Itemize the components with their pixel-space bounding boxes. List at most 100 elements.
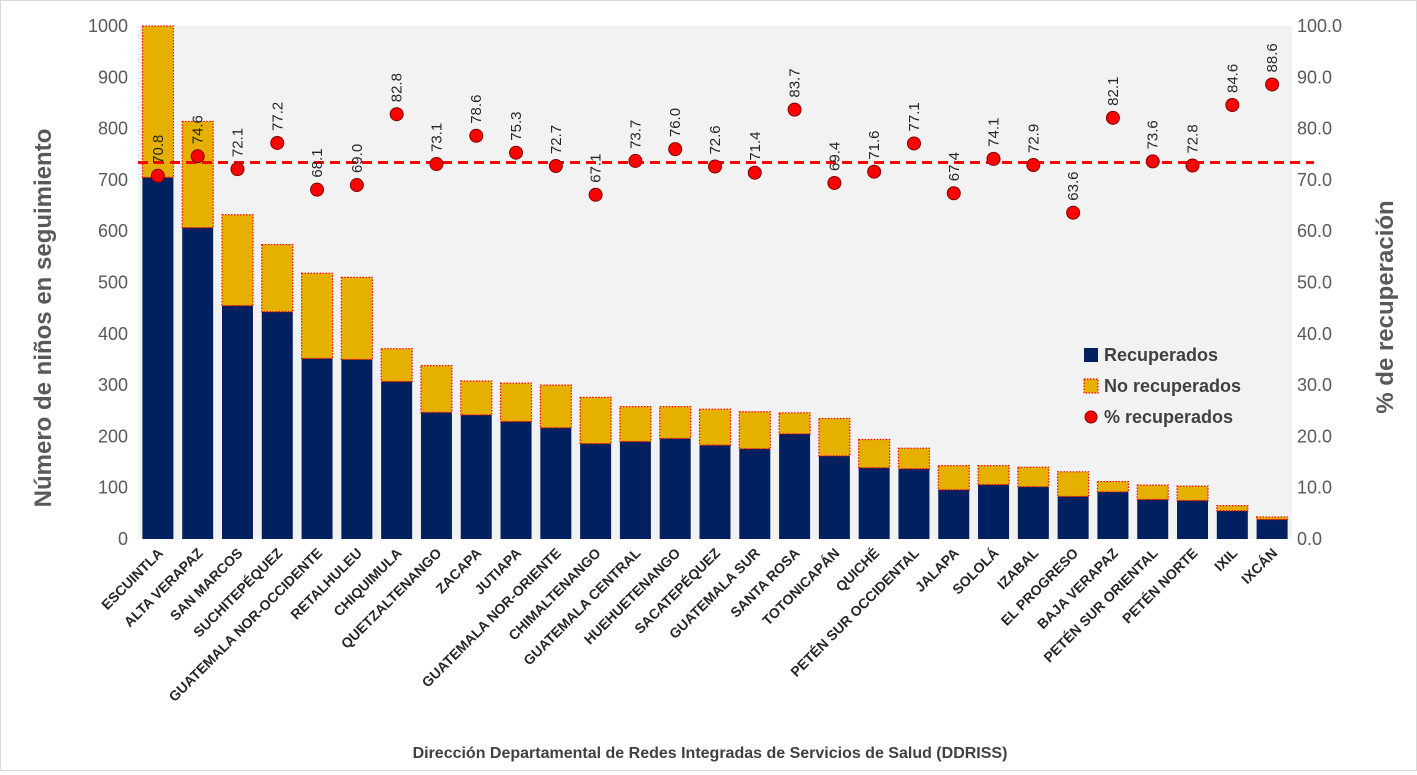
data-label: 76.0 (667, 108, 684, 137)
percent-point (1185, 158, 1200, 173)
data-label: 74.6 (190, 115, 207, 144)
y2-axis-ticks: 0.0 10.0 20.0 30.0 40.0 50.0 60.0 70.0 80.0 90.0 1… (1297, 16, 1342, 549)
bar-recuperados (898, 468, 930, 539)
percent-point (469, 128, 484, 143)
bar-recuperados (1216, 510, 1248, 539)
bar-no-recuperados (1017, 466, 1050, 488)
x-axis-title: Dirección Departamental de Redes Integra… (413, 745, 1008, 762)
bar-no-recuperados (420, 365, 453, 413)
data-label: 77.2 (269, 102, 286, 131)
percent-point (548, 159, 563, 174)
percent-point (349, 178, 364, 193)
data-label: 72.7 (548, 125, 565, 154)
legend-label: % recuperados (1104, 407, 1233, 427)
legend-label: No recuperados (1104, 376, 1241, 396)
bar-no-recuperados (858, 438, 891, 469)
bar-recuperados (938, 489, 970, 539)
percent-point (986, 151, 1001, 166)
bar-no-recuperados (141, 25, 174, 178)
y-tick-label: 800 (98, 119, 128, 139)
percent-point (1145, 154, 1160, 169)
bar-recuperados (1137, 499, 1169, 539)
y-tick-label: 1000 (88, 16, 128, 36)
percent-point (509, 145, 524, 160)
percent-point (906, 136, 921, 151)
percent-point (1105, 110, 1120, 125)
bar-recuperados (699, 445, 731, 539)
data-label: 73.6 (1145, 120, 1162, 149)
y-tick-label: 300 (98, 375, 128, 395)
data-labels: 70.8 74.6 72.1 77.2 68.1 69.0 82.8 73.1 78.6 75.3… (150, 43, 1281, 200)
bar-recuperados (540, 427, 572, 539)
bars (141, 25, 1289, 539)
bar-no-recuperados (300, 272, 334, 360)
data-label: 84.6 (1224, 64, 1241, 93)
bar-recuperados (341, 359, 373, 539)
bar-no-recuperados (181, 120, 214, 229)
bar-recuperados (221, 305, 253, 539)
bar-no-recuperados (1176, 485, 1209, 502)
data-label: 67.4 (946, 152, 963, 181)
bar-recuperados (818, 455, 850, 539)
bar-no-recuperados (1136, 484, 1169, 501)
bar-no-recuperados (221, 214, 254, 307)
bar-no-recuperados (539, 384, 572, 429)
legend-swatch-percent (1084, 410, 1098, 424)
bar-recuperados (182, 227, 214, 539)
bar-recuperados (460, 414, 492, 539)
bar-recuperados (1097, 491, 1129, 539)
bar-recuperados (580, 443, 612, 539)
percent-point (946, 186, 961, 201)
y2-axis-title: % de recuperación (1372, 200, 1399, 413)
percent-point (827, 175, 842, 190)
y-tick-label: 100 (98, 478, 128, 498)
data-label: 88.6 (1264, 43, 1281, 72)
data-label: 82.8 (389, 73, 406, 102)
y-tick-label: 900 (98, 67, 128, 87)
y2-tick-label: 80.0 (1297, 119, 1332, 139)
bar-no-recuperados (698, 408, 732, 446)
bar-recuperados (420, 412, 452, 539)
bar-no-recuperados (340, 276, 373, 361)
y2-tick-label: 30.0 (1297, 375, 1332, 395)
percent-point (747, 165, 762, 180)
bar-no-recuperados (977, 465, 1010, 486)
bar-recuperados (619, 441, 651, 539)
percent-point (1026, 158, 1041, 173)
data-label: 71.4 (747, 132, 764, 161)
y-tick-label: 700 (98, 170, 128, 190)
legend-label: Recuperados (1104, 345, 1218, 365)
bar-no-recuperados (659, 406, 692, 440)
data-label: 78.6 (468, 95, 485, 124)
y2-tick-label: 40.0 (1297, 324, 1332, 344)
bar-no-recuperados (579, 396, 612, 445)
y-axis-ticks: 0 100 200 300 400 500 600 700 800 900 1000 (88, 16, 128, 549)
bar-recuperados (301, 358, 333, 539)
legend: Recuperados No recuperados % recuperados (1083, 345, 1241, 427)
percent-point (787, 102, 802, 117)
bar-no-recuperados (1216, 505, 1249, 512)
bar-no-recuperados (460, 380, 493, 416)
data-label: 72.8 (1185, 124, 1202, 153)
percent-point (588, 187, 603, 202)
bar-no-recuperados (261, 243, 294, 313)
percent-point (668, 142, 683, 157)
bar-recuperados (1017, 486, 1049, 539)
percent-point (628, 153, 643, 168)
percent-point (708, 159, 722, 174)
bar-recuperados (858, 467, 890, 539)
percent-point (867, 164, 882, 179)
percent-point (230, 162, 245, 177)
data-label: 71.6 (866, 130, 883, 159)
data-label: 70.8 (150, 135, 167, 164)
bar-recuperados (142, 177, 174, 539)
percent-point (429, 156, 444, 171)
percent-point (1066, 205, 1081, 220)
bar-recuperados (659, 438, 691, 539)
y2-tick-label: 60.0 (1297, 221, 1332, 241)
bar-no-recuperados (738, 411, 771, 450)
bar-recuperados (500, 421, 532, 539)
data-label: 75.3 (508, 112, 525, 141)
